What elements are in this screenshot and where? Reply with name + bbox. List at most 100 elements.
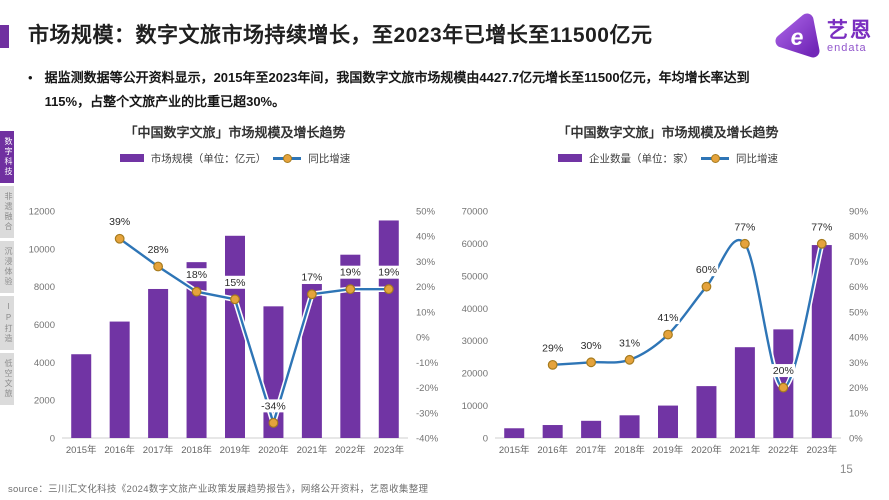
svg-text:2015年: 2015年 [66,444,97,456]
svg-text:0%: 0% [849,434,863,445]
svg-text:28%: 28% [148,244,169,256]
svg-text:40%: 40% [849,333,869,344]
svg-text:60000: 60000 [462,239,488,250]
svg-text:30%: 30% [581,340,602,352]
svg-text:80%: 80% [849,232,869,243]
svg-text:77%: 77% [734,221,755,233]
summary-bullet: • 据监测数据等公开资料显示，2015年至2023年间，我国数字文旅市场规模由4… [28,66,776,114]
svg-text:0: 0 [50,434,55,445]
market-size-chart-canvas: 0 2000 4000 6000 8000 10000 12000 -40% -30% -20% -… [29,207,439,457]
sidebar-item-heritage-fusion[interactable]: 非遗融合 [0,186,14,238]
svg-text:30000: 30000 [462,336,488,347]
svg-text:2022年: 2022年 [768,444,799,456]
svg-text:70000: 70000 [462,207,488,218]
svg-text:17%: 17% [301,272,322,284]
svg-text:2015年: 2015年 [499,444,530,456]
svg-text:20%: 20% [416,282,436,293]
svg-text:70%: 70% [849,257,869,268]
line-legend-dot-icon [283,153,293,163]
svg-text:2019年: 2019年 [220,444,251,456]
chart-legend: 市场规模（单位：亿元） 同比增速 [20,151,450,165]
chart-legend: 企业数量（单位：家） 同比增速 [453,151,883,165]
page-title: 市场规模：数字文旅市场持续增长，至2023年已增长至11500亿元 [28,24,653,47]
bar-legend-label: 企业数量（单位：家） [589,152,694,165]
svg-text:2018年: 2018年 [614,444,645,456]
market-size-chart: 「中国数字文旅」市场规模及增长趋势 市场规模（单位：亿元） 同比增速 0 2000… [20,122,450,469]
svg-text:30%: 30% [849,358,869,369]
svg-text:19%: 19% [340,267,361,279]
svg-text:4000: 4000 [34,358,55,369]
line-legend-label: 同比增速 [308,152,351,165]
svg-text:e: e [791,24,804,50]
svg-text:10%: 10% [849,408,869,419]
line-legend-swatch [701,153,729,163]
company-count-chart: 「中国数字文旅」市场规模及增长趋势 企业数量（单位：家） 同比增速 0 10000… [453,122,883,469]
svg-text:31%: 31% [619,337,640,349]
svg-text:50%: 50% [416,207,436,218]
sidebar-item-ip-building[interactable]: IP打造 [0,296,14,350]
svg-text:-20%: -20% [416,383,439,394]
title-accent-bar [0,25,9,48]
svg-text:29%: 29% [542,342,563,354]
svg-text:2017年: 2017年 [143,444,174,456]
svg-text:19%: 19% [378,267,399,279]
svg-text:2023年: 2023年 [806,444,837,456]
svg-text:30%: 30% [416,257,436,268]
logo-text-en: endata [827,42,867,54]
sidebar-item-immersive-experience[interactable]: 沉浸体验 [0,241,14,293]
bullet-marker: • [28,70,33,85]
bar-legend-label: 市场规模（单位：亿元） [150,152,267,165]
svg-text:8000: 8000 [34,282,55,293]
source-note: source：三川汇文化科技《2024数字文旅产业政策发展趋势报告》，网络公开资… [8,484,429,495]
svg-text:40000: 40000 [462,304,488,315]
svg-text:40%: 40% [416,232,436,243]
svg-text:2023年: 2023年 [373,444,404,456]
svg-text:-40%: -40% [416,434,439,445]
svg-text:2000: 2000 [34,396,55,407]
svg-text:50%: 50% [849,307,869,318]
svg-text:15%: 15% [224,277,245,289]
line-legend-label: 同比增速 [736,152,778,165]
svg-text:39%: 39% [109,216,130,228]
svg-text:50000: 50000 [462,271,488,282]
svg-text:60%: 60% [849,282,869,293]
bullet-text: 据监测数据等公开资料显示，2015年至2023年间，我国数字文旅市场规模由442… [44,70,750,110]
svg-text:18%: 18% [186,269,207,281]
logo-text-cn: 艺恩 [827,19,873,42]
sidebar: 数字科技 非遗融合 沉浸体验 IP打造 低空文旅 [0,131,14,405]
svg-text:2017年: 2017年 [576,444,607,456]
svg-text:60%: 60% [696,264,717,276]
svg-text:6000: 6000 [34,320,55,331]
chart-title: 「中国数字文旅」市场规模及增长趋势 [124,125,346,140]
line-legend-dot-icon [711,153,720,163]
svg-text:2016年: 2016年 [537,444,568,456]
svg-text:41%: 41% [657,312,678,324]
line-legend-swatch [273,153,302,163]
svg-text:10%: 10% [416,307,436,318]
logo-mark-icon: e [775,13,820,58]
bar-legend-swatch [558,154,582,162]
svg-text:77%: 77% [811,221,832,233]
svg-text:-30%: -30% [416,408,439,419]
chart-title: 「中国数字文旅」市场规模及增长趋势 [557,125,779,140]
svg-text:0%: 0% [416,333,430,344]
bar-legend-swatch [119,154,144,162]
svg-text:2021年: 2021年 [730,444,761,456]
sidebar-item-digital-tech[interactable]: 数字科技 [0,131,14,183]
svg-text:2020年: 2020年 [258,444,289,456]
sidebar-item-low-altitude-tourism[interactable]: 低空文旅 [0,353,14,405]
page-number: 15 [840,464,853,476]
svg-text:0: 0 [483,434,488,445]
svg-text:2022年: 2022年 [335,444,366,456]
svg-text:-10%: -10% [416,358,439,369]
svg-text:-34%: -34% [261,400,286,412]
svg-text:2021年: 2021年 [297,444,328,456]
endata-logo: e 艺恩 endata [772,12,873,62]
svg-text:10000: 10000 [462,401,488,412]
svg-text:12000: 12000 [29,207,55,218]
svg-text:10000: 10000 [29,244,55,255]
svg-text:90%: 90% [849,207,869,218]
svg-text:2020年: 2020年 [691,444,722,456]
company-count-chart-canvas: 0 10000 20000 30000 40000 50000 60000 70000 0% 10… [462,207,869,457]
